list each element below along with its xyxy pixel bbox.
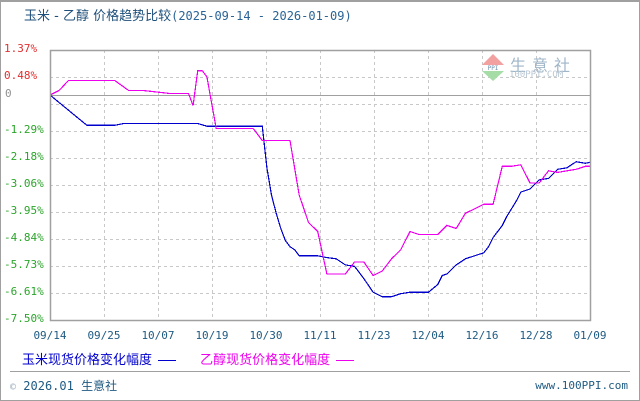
y-tick-label: -3.95% [4,204,44,217]
x-tick-label: 11/23 [357,329,390,342]
plot-border [49,49,592,322]
data-series [49,70,591,298]
legend-item-ethanol: 乙醇现货价格变化幅度 [200,349,355,368]
x-tick-label: 12/28 [519,329,552,342]
legend-item-corn: 玉米现货价格变化幅度 [22,349,177,368]
x-axis-labels: 09/14 09/25 10/07 10/19 10/30 11/11 11/23 12/04… [33,329,606,342]
y-tick-label: -2.18% [4,150,44,163]
y-tick-label: -4.84% [4,231,44,244]
watermark-url: 100PPI.COM [509,70,564,80]
series-line-corn [49,94,591,298]
legend-label-corn: 玉米现货价格变化幅度 [22,353,153,368]
footer-copyright: © 2026.01 生意社 [10,377,117,394]
x-tick-label: 12/16 [465,329,498,342]
axes [49,49,592,322]
y-tick-label: -6.61% [4,285,44,298]
chart-title: 玉米 - 乙醇 价格趋势比较(2025-09-14 - 2026-01-09) [24,5,352,24]
x-tick-label: 11/11 [303,329,336,342]
x-tick-label: 10/30 [249,329,282,342]
copyright-icon: © [10,382,17,393]
legend: 玉米现货价格变化幅度 乙醇现货价格变化幅度 [22,349,366,368]
y-tick-label: -1.29% [4,123,44,136]
y-tick-label: 0 [5,87,12,100]
watermark-brand: 生意社 [510,56,577,75]
footer-divider [10,371,630,372]
x-tick-label: 10/19 [195,329,228,342]
y-tick-label: -7.50% [4,312,44,325]
series-line-ethanol [49,70,590,277]
site-link[interactable]: www.100PPI.com [535,379,628,392]
copyright-brand: 生意社 [81,379,118,393]
date-range: (2025-09-14 - 2026-01-09) [171,9,352,23]
ppi-logo-icon: PPI [482,54,504,81]
svg-text:PPI: PPI [488,65,499,72]
y-tick-label: 1.37% [4,42,37,55]
legend-label-ethanol: 乙醇现货价格变化幅度 [200,353,331,368]
y-tick-label: 0.48% [4,69,37,82]
x-tick-label: 09/14 [33,329,66,342]
y-axis-labels: 1.37% 0.48% 0 -1.29% -2.18% -3.06% -3.95% -4.84… [4,42,44,325]
x-tick-label: 10/07 [141,329,174,342]
watermark: PPI 生意社 100PPI.COM [478,52,588,82]
x-tick-label: 01/09 [573,329,606,342]
legend-swatch-corn [158,360,177,361]
x-tick-label: 12/04 [411,329,444,342]
y-tick-label: -3.06% [4,177,44,190]
y-tick-label: -5.73% [4,258,44,271]
title-text: 玉米 - 乙醇 价格趋势比较 [24,9,172,24]
copyright-year: 2026.01 [23,379,74,393]
legend-swatch-ethanol [336,360,355,361]
x-tick-label: 09/25 [87,329,120,342]
